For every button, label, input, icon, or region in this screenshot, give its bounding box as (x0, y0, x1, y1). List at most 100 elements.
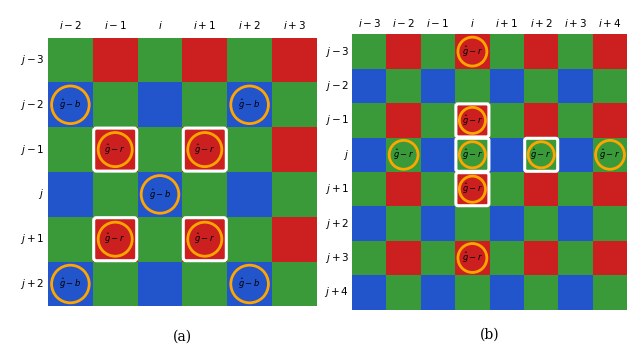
Bar (524, 241, 558, 275)
Bar (387, 138, 421, 172)
Text: $j+1$: $j+1$ (20, 232, 44, 246)
Bar (593, 69, 627, 103)
Bar (593, 206, 627, 241)
Text: $i$: $i$ (157, 19, 163, 31)
Bar (421, 275, 455, 310)
Bar (48, 83, 93, 127)
Text: (a): (a) (173, 330, 192, 344)
Bar (559, 103, 593, 138)
Bar (272, 172, 317, 217)
Text: $i+3$: $i+3$ (564, 17, 588, 29)
Bar (421, 103, 455, 138)
Bar (138, 37, 182, 83)
Text: $\hat{g}-r$: $\hat{g}-r$ (393, 148, 414, 162)
Bar (352, 103, 387, 138)
Text: $j-2$: $j-2$ (20, 98, 44, 112)
Text: $j+4$: $j+4$ (324, 286, 349, 299)
Bar (455, 275, 490, 310)
Text: $j+2$: $j+2$ (20, 277, 44, 291)
Bar (421, 34, 455, 69)
Bar (182, 83, 227, 127)
Bar (227, 83, 272, 127)
Text: $\hat{g}-r$: $\hat{g}-r$ (531, 148, 552, 162)
Bar (48, 217, 93, 261)
Bar (352, 206, 387, 241)
Bar (490, 103, 524, 138)
Bar (182, 37, 227, 83)
Bar (93, 127, 138, 172)
Text: $\hat{g}-r$: $\hat{g}-r$ (461, 148, 483, 162)
Bar (387, 206, 421, 241)
Bar (227, 172, 272, 217)
Bar (593, 34, 627, 69)
Bar (387, 103, 421, 138)
Bar (490, 138, 524, 172)
Bar (352, 34, 387, 69)
Bar (455, 241, 490, 275)
Bar (387, 34, 421, 69)
Bar (387, 275, 421, 310)
Bar (524, 138, 558, 172)
Bar (93, 172, 138, 217)
Bar (93, 261, 138, 307)
Text: $j-1$: $j-1$ (324, 114, 349, 127)
Bar (138, 217, 182, 261)
Bar (559, 206, 593, 241)
Text: $j-3$: $j-3$ (20, 53, 44, 67)
Bar (352, 138, 387, 172)
Bar (93, 217, 138, 261)
Text: $i-2$: $i-2$ (392, 17, 415, 29)
Text: $i+4$: $i+4$ (598, 17, 622, 29)
Text: $i+3$: $i+3$ (283, 19, 306, 31)
Text: $i$: $i$ (470, 17, 475, 29)
Bar (182, 261, 227, 307)
Bar (559, 69, 593, 103)
Bar (352, 172, 387, 206)
Text: $\hat{g}-r$: $\hat{g}-r$ (461, 182, 483, 196)
Bar (48, 261, 93, 307)
Bar (387, 69, 421, 103)
Bar (227, 127, 272, 172)
Bar (272, 37, 317, 83)
Bar (490, 34, 524, 69)
Bar (138, 172, 182, 217)
Bar (421, 69, 455, 103)
Bar (227, 217, 272, 261)
Bar (524, 34, 558, 69)
Bar (138, 127, 182, 172)
Bar (387, 241, 421, 275)
Bar (182, 172, 227, 217)
Bar (48, 127, 93, 172)
Bar (524, 206, 558, 241)
Bar (455, 172, 490, 206)
Text: $i-1$: $i-1$ (104, 19, 127, 31)
Bar (182, 217, 227, 261)
Bar (48, 37, 93, 83)
Bar (490, 69, 524, 103)
Bar (455, 69, 490, 103)
Bar (524, 103, 558, 138)
Bar (593, 275, 627, 310)
Text: $\hat{g}-r$: $\hat{g}-r$ (104, 232, 126, 246)
Bar (93, 83, 138, 127)
Bar (524, 172, 558, 206)
Text: $\hat{g}-r$: $\hat{g}-r$ (461, 44, 483, 59)
Text: $j$: $j$ (38, 187, 44, 201)
Text: $\hat{g}-r$: $\hat{g}-r$ (104, 142, 126, 157)
Bar (524, 275, 558, 310)
Bar (421, 241, 455, 275)
Text: $\hat{g}-b$: $\hat{g}-b$ (238, 277, 261, 291)
Text: $\hat{g}-r$: $\hat{g}-r$ (599, 148, 621, 162)
Text: (b): (b) (480, 327, 499, 342)
Bar (352, 241, 387, 275)
Bar (455, 206, 490, 241)
Text: $i-3$: $i-3$ (358, 17, 381, 29)
Bar (490, 275, 524, 310)
Bar (490, 172, 524, 206)
Bar (182, 127, 227, 172)
Text: $\hat{g}-r$: $\hat{g}-r$ (194, 232, 216, 246)
Bar (559, 172, 593, 206)
Text: $\hat{g}-r$: $\hat{g}-r$ (194, 142, 216, 157)
Bar (272, 261, 317, 307)
Bar (593, 172, 627, 206)
